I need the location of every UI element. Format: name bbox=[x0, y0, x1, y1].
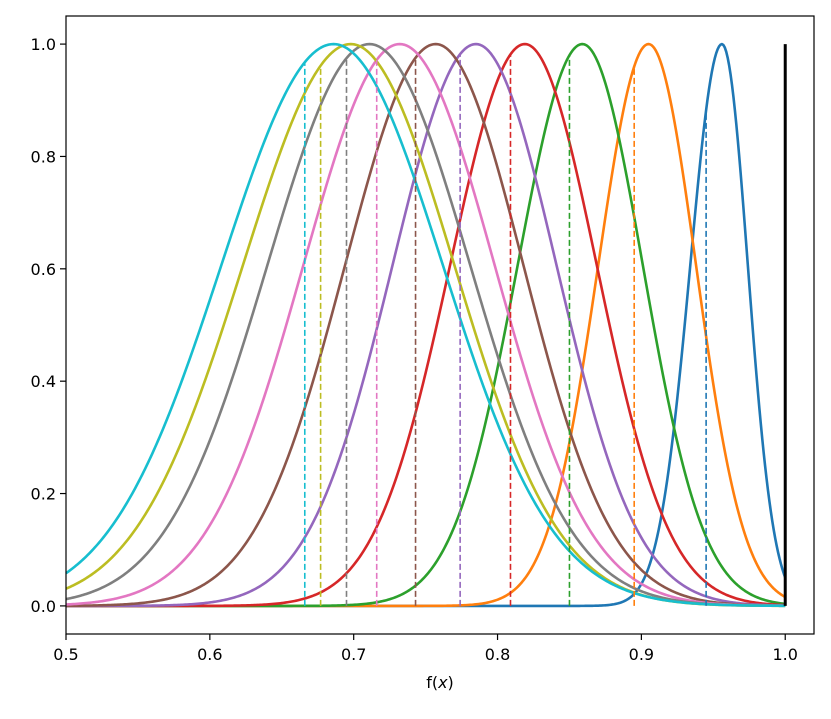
x-axis-label-suffix: ) bbox=[448, 673, 454, 692]
y-tick-label: 0.6 bbox=[31, 260, 56, 279]
y-tick-label: 0.0 bbox=[31, 597, 56, 616]
x-tick-label: 0.5 bbox=[53, 645, 78, 664]
y-tick-label: 0.8 bbox=[31, 147, 56, 166]
y-axis-ticks: 0.0 0.2 0.4 0.6 0.8 1.0 bbox=[31, 35, 66, 616]
series-curve-10 bbox=[65, 42, 786, 608]
y-tick-label: 0.4 bbox=[31, 372, 56, 391]
x-axis-label-prefix: f( bbox=[426, 673, 438, 692]
y-tick-label: 0.2 bbox=[31, 485, 56, 504]
x-tick-label: 0.8 bbox=[485, 645, 510, 664]
series-curve-6 bbox=[65, 42, 786, 608]
series-curve-7 bbox=[65, 42, 786, 608]
x-tick-label: 0.7 bbox=[341, 645, 366, 664]
series-curve-8 bbox=[65, 42, 786, 608]
axes-frame bbox=[65, 15, 815, 635]
curves-layer bbox=[65, 42, 787, 608]
x-axis-ticks: 0.5 0.6 0.7 0.8 0.9 1.0 bbox=[53, 634, 798, 664]
x-axis-label-var: x bbox=[437, 673, 448, 692]
x-tick-label: 1.0 bbox=[773, 645, 798, 664]
mean-lines-layer bbox=[303, 54, 707, 606]
y-tick-label: 1.0 bbox=[31, 35, 56, 54]
x-axis-label: f(x) bbox=[426, 673, 454, 692]
x-tick-label: 0.9 bbox=[629, 645, 654, 664]
series-curve-4 bbox=[66, 42, 786, 608]
series-curve-5 bbox=[66, 42, 786, 608]
x-tick-label: 0.6 bbox=[197, 645, 222, 664]
